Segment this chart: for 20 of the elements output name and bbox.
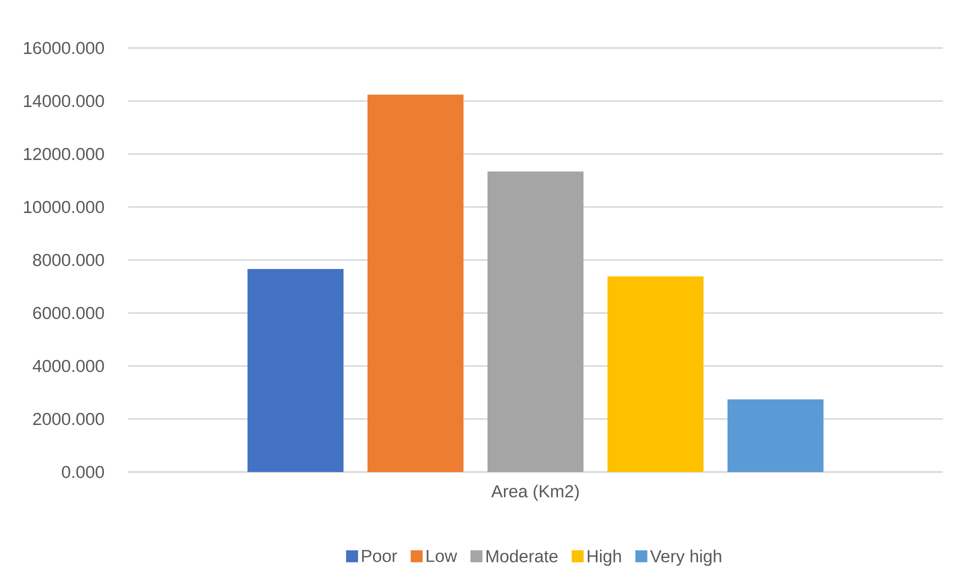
x-tick-label: Area (Km2) [491, 484, 579, 501]
bar [248, 269, 344, 472]
legend-label: Very high [650, 550, 722, 566]
legend-label: High [588, 550, 621, 566]
bar [368, 94, 464, 472]
y-tick-label: 10000.000 [24, 200, 104, 214]
y-tick-label: 4000.000 [32, 360, 104, 372]
y-tick-label: 14000.000 [24, 94, 104, 108]
bar [728, 399, 824, 472]
bar [488, 171, 584, 472]
y-tick-label: 12000.000 [24, 148, 104, 160]
y-tick-label: 0.000 [62, 466, 104, 478]
bar [608, 276, 704, 472]
y-tick-label: 16000.000 [24, 42, 104, 54]
y-tick-label: 2000.000 [33, 412, 104, 426]
legend-label: Poor [362, 550, 398, 562]
legend-label: Moderate [486, 550, 558, 562]
y-tick-label: 8000.000 [33, 254, 104, 266]
y-tick-label: 6000.000 [33, 306, 104, 320]
legend-label: Low [426, 550, 458, 562]
